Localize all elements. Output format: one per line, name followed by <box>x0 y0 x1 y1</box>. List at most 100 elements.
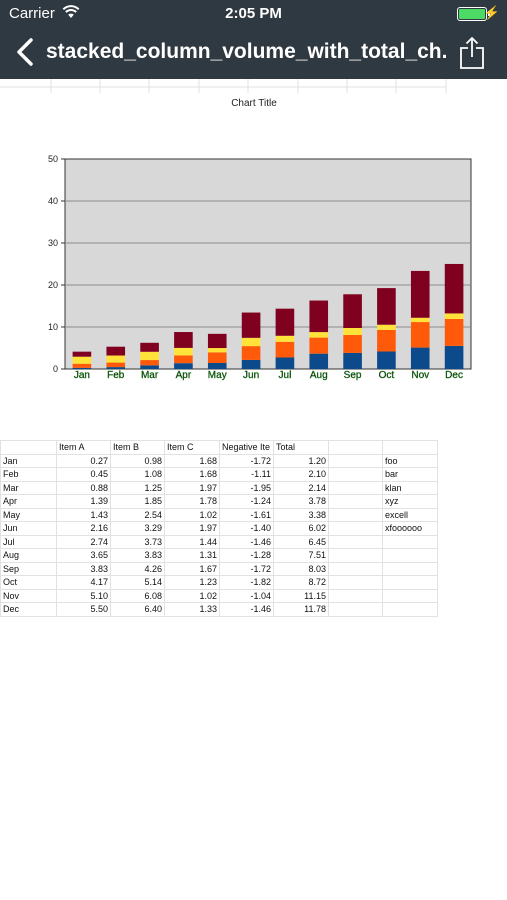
table-cell[interactable]: 1.23 <box>164 575 220 590</box>
table-cell[interactable]: 8.03 <box>273 561 329 576</box>
table-cell[interactable]: 1.33 <box>164 602 220 617</box>
table-cell[interactable]: 1.02 <box>164 588 220 603</box>
table-cell[interactable]: 6.08 <box>110 588 165 603</box>
table-cell[interactable]: 1.78 <box>164 494 220 509</box>
table-cell[interactable]: 6.40 <box>110 602 165 617</box>
table-cell[interactable]: 1.97 <box>164 521 220 536</box>
table-cell[interactable]: Oct <box>0 575 57 590</box>
table-cell[interactable]: 1.68 <box>164 453 220 468</box>
table-cell[interactable]: 3.83 <box>110 548 165 563</box>
table-header-cell[interactable]: Item B <box>110 440 165 455</box>
table-cell[interactable]: 1.25 <box>110 480 165 495</box>
table-cell[interactable]: 1.85 <box>110 494 165 509</box>
table-header-cell[interactable]: Negative Ite <box>219 440 274 455</box>
table-cell[interactable] <box>328 561 383 576</box>
table-cell[interactable]: 1.02 <box>164 507 220 522</box>
table-cell[interactable]: 0.45 <box>56 467 111 482</box>
table-header-cell[interactable]: Item A <box>56 440 111 455</box>
spreadsheet-view[interactable]: Chart Title 0 10 20 30 40 50 Jan Feb Mar Apr May Jun… <box>0 79 507 900</box>
table-cell[interactable] <box>382 548 438 563</box>
table-cell[interactable]: 3.83 <box>56 561 111 576</box>
table-cell[interactable]: May <box>0 507 57 522</box>
table-cell[interactable]: -1.72 <box>219 453 274 468</box>
table-cell[interactable]: 3.38 <box>273 507 329 522</box>
table-cell[interactable]: bar <box>382 467 438 482</box>
table-cell[interactable] <box>328 602 383 617</box>
table-cell[interactable]: -1.04 <box>219 588 274 603</box>
table-cell[interactable]: Sep <box>0 561 57 576</box>
table-cell[interactable] <box>328 467 383 482</box>
table-cell[interactable]: 2.54 <box>110 507 165 522</box>
table-cell[interactable]: 1.97 <box>164 480 220 495</box>
table-cell[interactable] <box>328 494 383 509</box>
table-cell[interactable]: Jan <box>0 453 57 468</box>
table-cell[interactable]: -1.95 <box>219 480 274 495</box>
table-header-cell[interactable] <box>0 440 57 455</box>
table-cell[interactable]: 5.10 <box>56 588 111 603</box>
table-cell[interactable]: 6.02 <box>273 521 329 536</box>
table-cell[interactable]: 7.51 <box>273 548 329 563</box>
table-cell[interactable]: 3.73 <box>110 534 165 549</box>
table-cell[interactable]: 1.39 <box>56 494 111 509</box>
table-cell[interactable] <box>382 602 438 617</box>
table-cell[interactable]: 8.72 <box>273 575 329 590</box>
table-cell[interactable] <box>382 534 438 549</box>
table-cell[interactable] <box>382 575 438 590</box>
table-cell[interactable] <box>328 575 383 590</box>
table-cell[interactable]: Jul <box>0 534 57 549</box>
table-cell[interactable]: 11.15 <box>273 588 329 603</box>
table-cell[interactable] <box>328 521 383 536</box>
table-cell[interactable]: 0.27 <box>56 453 111 468</box>
table-cell[interactable]: 1.43 <box>56 507 111 522</box>
table-cell[interactable]: 6.45 <box>273 534 329 549</box>
table-cell[interactable]: foo <box>382 453 438 468</box>
table-cell[interactable] <box>382 561 438 576</box>
table-cell[interactable]: 1.67 <box>164 561 220 576</box>
table-header-cell[interactable]: Item C <box>164 440 220 455</box>
table-cell[interactable]: 3.65 <box>56 548 111 563</box>
table-cell[interactable]: Feb <box>0 467 57 482</box>
table-cell[interactable]: 4.26 <box>110 561 165 576</box>
table-cell[interactable]: Dec <box>0 602 57 617</box>
table-cell[interactable]: 3.29 <box>110 521 165 536</box>
table-cell[interactable]: 1.31 <box>164 548 220 563</box>
table-cell[interactable]: 1.08 <box>110 467 165 482</box>
table-cell[interactable]: 0.88 <box>56 480 111 495</box>
table-cell[interactable]: 3.78 <box>273 494 329 509</box>
table-cell[interactable]: Jun <box>0 521 57 536</box>
table-cell[interactable]: -1.28 <box>219 548 274 563</box>
table-header-cell[interactable] <box>328 440 383 455</box>
share-icon[interactable] <box>459 36 485 70</box>
table-cell[interactable]: 2.10 <box>273 467 329 482</box>
table-header-cell[interactable] <box>382 440 438 455</box>
table-cell[interactable]: 1.44 <box>164 534 220 549</box>
table-cell[interactable]: 2.14 <box>273 480 329 495</box>
table-cell[interactable]: xyz <box>382 494 438 509</box>
table-cell[interactable]: 2.74 <box>56 534 111 549</box>
table-cell[interactable] <box>328 548 383 563</box>
table-cell[interactable]: xfoooooo <box>382 521 438 536</box>
table-cell[interactable]: Apr <box>0 494 57 509</box>
table-cell[interactable]: 4.17 <box>56 575 111 590</box>
table-cell[interactable] <box>328 588 383 603</box>
table-cell[interactable]: -1.40 <box>219 521 274 536</box>
table-cell[interactable]: Nov <box>0 588 57 603</box>
table-cell[interactable]: 5.50 <box>56 602 111 617</box>
table-cell[interactable] <box>328 507 383 522</box>
table-header-cell[interactable]: Total <box>273 440 329 455</box>
table-cell[interactable]: -1.61 <box>219 507 274 522</box>
table-cell[interactable] <box>328 480 383 495</box>
table-cell[interactable]: klan <box>382 480 438 495</box>
table-cell[interactable]: -1.46 <box>219 534 274 549</box>
table-cell[interactable]: excell <box>382 507 438 522</box>
table-cell[interactable]: -1.46 <box>219 602 274 617</box>
table-cell[interactable]: Mar <box>0 480 57 495</box>
table-cell[interactable]: -1.24 <box>219 494 274 509</box>
table-cell[interactable]: -1.11 <box>219 467 274 482</box>
table-cell[interactable]: -1.72 <box>219 561 274 576</box>
table-cell[interactable]: 0.98 <box>110 453 165 468</box>
table-cell[interactable]: 11.78 <box>273 602 329 617</box>
table-cell[interactable] <box>382 588 438 603</box>
table-cell[interactable]: 2.16 <box>56 521 111 536</box>
table-cell[interactable]: 1.20 <box>273 453 329 468</box>
